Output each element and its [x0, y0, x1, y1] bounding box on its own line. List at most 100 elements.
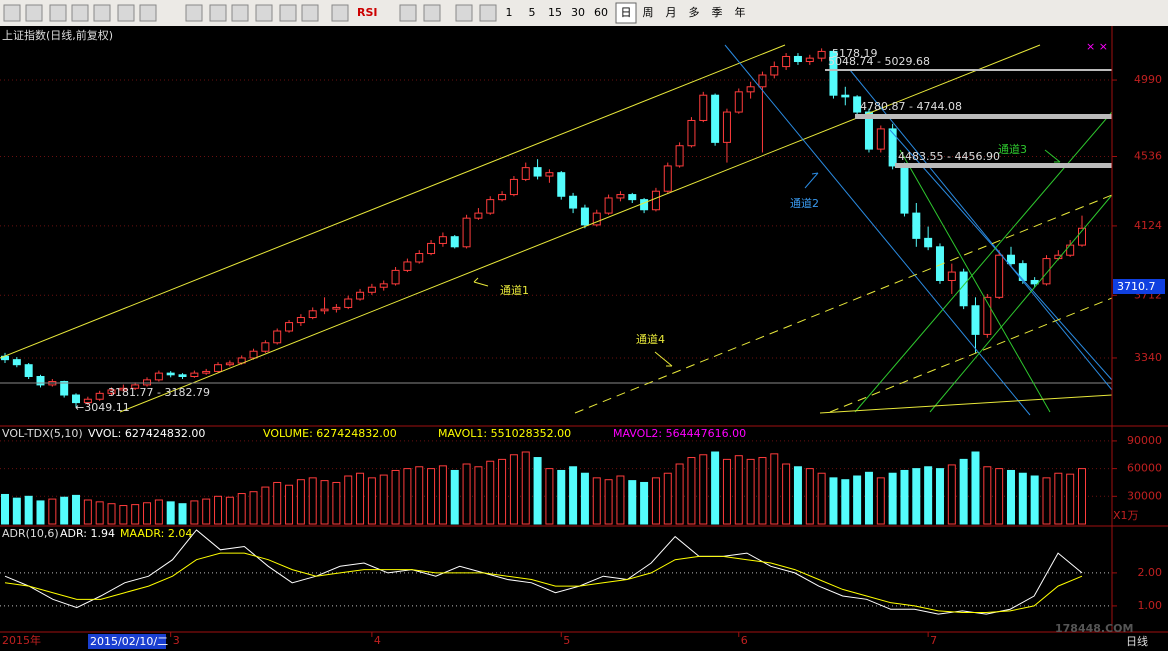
tool-icon[interactable] [25, 4, 43, 22]
tool-icon[interactable] [185, 4, 203, 22]
period-button[interactable]: 30 [571, 6, 585, 19]
tool-icon[interactable] [255, 4, 273, 22]
candle-body [12, 359, 21, 366]
tool-icon[interactable] [71, 4, 89, 22]
tool-icon[interactable] [331, 4, 349, 22]
legend-entry: VVOL: 627424832.00 [88, 427, 205, 440]
candle-body [1006, 254, 1015, 265]
tool-icon[interactable] [209, 4, 227, 22]
period-button[interactable]: 月 [666, 6, 677, 19]
volume-bar [237, 493, 246, 525]
candle-body [509, 178, 518, 196]
volume-bar [616, 475, 625, 525]
period-button[interactable]: 季 [712, 6, 723, 19]
tool-icon[interactable] [279, 4, 297, 22]
volume-bar [533, 457, 542, 525]
volume-bar [225, 496, 234, 525]
volume-bar [1018, 472, 1027, 525]
volume-bar [178, 503, 187, 525]
period-button[interactable]: 多 [689, 5, 700, 19]
candle-body [214, 364, 223, 372]
volume-bar [60, 496, 69, 525]
x-axis: 3 4 5 6 7 [170, 632, 937, 647]
period-buttons: 1 5 15 30 60 日周月多季年 [506, 5, 746, 19]
volume-bar [391, 469, 400, 525]
candle-body [462, 217, 471, 248]
volume-bar [663, 472, 672, 525]
candle-body [782, 55, 791, 68]
last-price: 3710.7 [1117, 280, 1156, 293]
candle-body [285, 322, 294, 332]
tool-icon[interactable] [139, 4, 157, 22]
candle-body [971, 305, 980, 335]
rsi-button[interactable]: RSI [357, 6, 378, 19]
tool-icon[interactable] [423, 4, 441, 22]
volume-bar [83, 499, 92, 525]
period-button[interactable]: 年 [735, 5, 746, 19]
period-button[interactable]: 5 [529, 6, 536, 19]
candle-body [699, 94, 708, 121]
tool-icon[interactable] [301, 4, 319, 22]
tool-icon[interactable] [3, 4, 21, 22]
volume-bar [841, 479, 850, 525]
tool-icon[interactable] [479, 4, 497, 22]
volume-bar [959, 458, 968, 525]
candle-body [829, 50, 838, 96]
period-button[interactable]: 1 [506, 6, 513, 19]
candle-body [427, 242, 436, 255]
candle-body [72, 394, 81, 404]
volume-bar [166, 501, 175, 525]
tool-icon[interactable] [399, 4, 417, 22]
candle-body [1030, 279, 1039, 285]
volume-bar [971, 451, 980, 525]
candle-body [190, 372, 199, 377]
x-axis-year: 2015年 [2, 633, 41, 647]
period-button[interactable]: 15 [548, 6, 562, 19]
volume-bar [332, 481, 341, 525]
candle-body [959, 271, 968, 307]
volume-bar [580, 472, 589, 525]
annotation: 通道2 [790, 196, 819, 210]
tool-icon[interactable] [49, 4, 67, 22]
volume-bar [746, 458, 755, 525]
volume-bar [876, 477, 885, 525]
candle-body [521, 167, 530, 180]
channel-line [889, 129, 1113, 381]
arrow [1044, 149, 1061, 163]
legend-entry: MAVOL1: 551028352.00 [438, 427, 571, 440]
tool-icon[interactable] [231, 4, 249, 22]
volume-bar [1, 493, 9, 525]
candle-body [438, 236, 447, 244]
volume-bar [995, 468, 1004, 525]
volume-bar [296, 479, 305, 525]
period-button[interactable]: 60 [594, 6, 608, 19]
candle-body [486, 199, 495, 214]
adr-line [4, 552, 1083, 614]
candle-body [592, 212, 601, 226]
volume-bar [557, 469, 566, 525]
period-button[interactable]: 日 [621, 6, 632, 19]
candle-body [225, 362, 234, 366]
y-tick-label: 30000 [1127, 489, 1162, 502]
candle-body [332, 306, 341, 310]
candle-body [119, 387, 128, 391]
legend-entry: ADR: 1.94 [60, 527, 115, 540]
candle-body [344, 298, 353, 308]
tool-icon[interactable] [455, 4, 473, 22]
volume-bar [947, 464, 956, 525]
tool-icon[interactable] [93, 4, 111, 22]
tool-icon[interactable] [117, 4, 135, 22]
candle-body [320, 308, 329, 312]
volume-bar [131, 504, 140, 525]
period-selected [615, 2, 637, 24]
arrow [804, 172, 819, 189]
candle-body [663, 165, 672, 192]
period-button[interactable]: 周 [643, 6, 654, 19]
candle-body [36, 375, 45, 386]
volume-bar [107, 503, 116, 525]
volume-bar [545, 468, 554, 525]
volume-bar [403, 468, 412, 525]
volume-bar [1054, 472, 1063, 525]
channel-lines [0, 44, 1113, 416]
candle-body [675, 145, 684, 167]
